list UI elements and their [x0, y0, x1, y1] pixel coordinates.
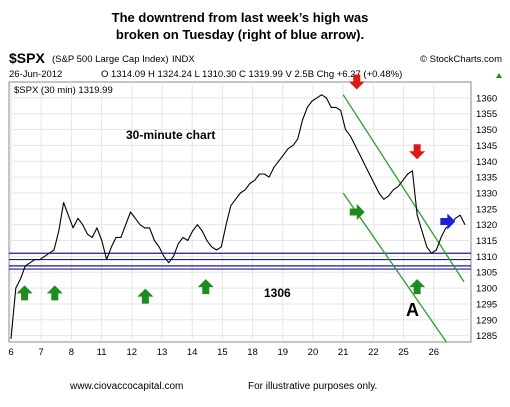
y-tick-label: 1300 [476, 284, 497, 295]
y-tick-label: 1345 [476, 141, 497, 152]
x-axis: 6 7 8 11 12 13 14 15 18 19 20 21 22 25 26 [8, 347, 439, 358]
green-up-arrow-icon [46, 285, 63, 301]
y-tick-label: 1335 [476, 173, 497, 184]
x-tick-label: 21 [338, 347, 349, 358]
y-tick-label: 1305 [476, 268, 497, 279]
arrows [16, 74, 456, 304]
website-footer: www.ciovaccocapital.com [69, 381, 183, 392]
y-axis: 1285 1290 1295 1300 1305 1310 1315 1320 1325 1330… [476, 93, 497, 342]
exchange-label: INDX [172, 54, 195, 65]
support-lines [9, 252, 471, 270]
x-tick-label: 18 [247, 347, 258, 358]
chart-type-label: 30-minute chart [126, 128, 215, 142]
x-tick-label: 14 [187, 347, 198, 358]
headline-line-1: The downtrend from last week’s high was [112, 10, 369, 25]
y-tick-label: 1290 [476, 315, 497, 326]
x-tick-label: 11 [97, 347, 107, 358]
y-tick-label: 1285 [476, 331, 497, 342]
x-tick-label: 8 [69, 347, 74, 358]
plot-area [8, 81, 472, 343]
green-up-arrow-icon [16, 285, 33, 301]
headline-line-2: broken on Tuesday (right of blue arrow). [116, 27, 364, 42]
grid [9, 82, 471, 342]
x-tick-label: 25 [398, 347, 409, 358]
ohlc-line: O 1314.09 H 1324.24 L 1310.30 C 1319.99 … [101, 69, 402, 80]
channel-line [342, 192, 447, 343]
index-name: (S&P 500 Large Cap Index) [52, 54, 169, 65]
price-line [10, 94, 466, 339]
y-tick-label: 1320 [476, 220, 497, 231]
x-tick-label: 20 [308, 347, 319, 358]
support-level-label: 1306 [264, 286, 291, 300]
quote-date: 26-Jun-2012 [9, 69, 62, 80]
x-tick-label: 7 [39, 347, 44, 358]
ticker-symbol: $SPX [9, 50, 45, 66]
up-triangle-icon [496, 73, 502, 78]
x-tick-label: 13 [157, 347, 168, 358]
disclaimer-footer: For illustrative purposes only. [248, 381, 377, 392]
x-tick-label: 6 [8, 347, 13, 358]
x-tick-label: 26 [428, 347, 439, 358]
y-tick-label: 1295 [476, 299, 497, 310]
channel-lines [342, 94, 465, 343]
price-series [10, 94, 466, 339]
channel-line [342, 94, 465, 283]
y-tick-label: 1325 [476, 204, 497, 215]
x-tick-label: 15 [217, 347, 228, 358]
x-tick-label: 12 [126, 347, 137, 358]
y-tick-label: 1360 [476, 93, 497, 104]
y-tick-label: 1310 [476, 252, 497, 263]
watermark: © StockCharts.com [420, 54, 502, 65]
green-up-arrow-icon [409, 279, 426, 295]
x-tick-label: 19 [277, 347, 288, 358]
blue-right-arrow-icon [440, 213, 456, 230]
green-right-arrow-icon [349, 204, 365, 220]
red-down-arrow-icon [409, 144, 426, 160]
y-tick-label: 1355 [476, 109, 497, 120]
y-tick-label: 1340 [476, 157, 497, 168]
x-tick-label: 22 [368, 347, 379, 358]
y-tick-label: 1350 [476, 125, 497, 136]
y-tick-label: 1315 [476, 236, 497, 247]
series-legend: $SPX (30 min) 1319.99 [14, 85, 113, 96]
green-up-arrow-icon [197, 279, 214, 295]
point-a-label: A [406, 300, 419, 320]
y-tick-label: 1330 [476, 188, 497, 199]
green-up-arrow-icon [137, 288, 154, 304]
red-down-arrow-icon [348, 74, 365, 90]
